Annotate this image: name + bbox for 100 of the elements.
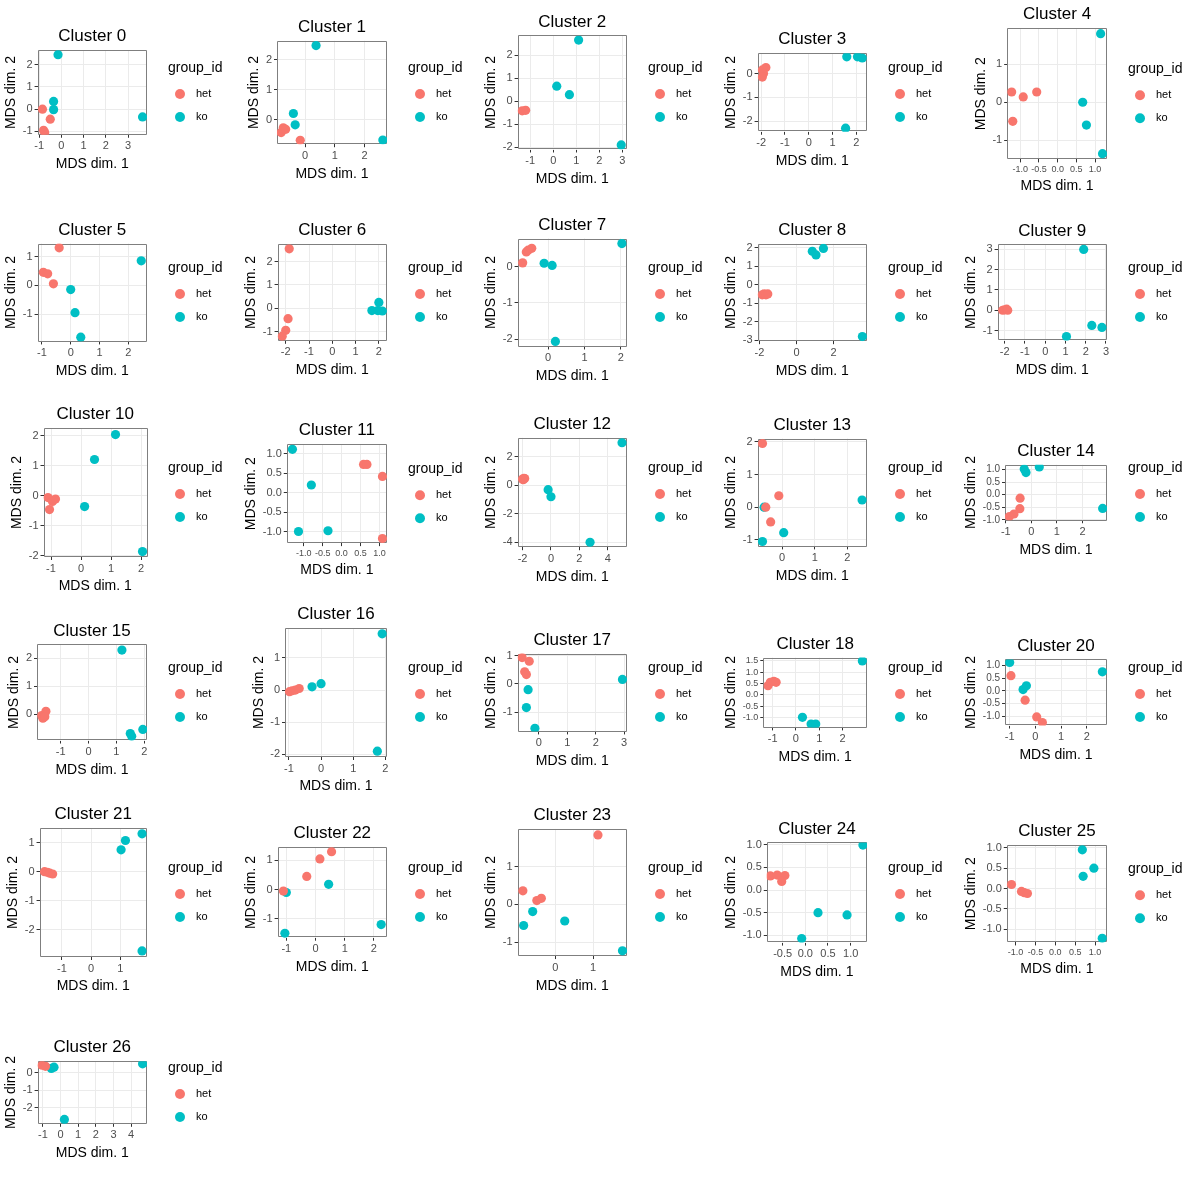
legend-label: het	[196, 1087, 212, 1100]
x-tick-label: 2	[375, 345, 382, 358]
x-tick-label: -1	[1020, 345, 1030, 358]
x-tick-label: 3	[125, 139, 132, 152]
x-tick-label: 2	[137, 561, 145, 574]
x-tick-label: 1.0	[1088, 947, 1102, 958]
y-tick-label: -1	[24, 893, 35, 906]
x-tick-label: 1	[96, 346, 103, 359]
legend-title: group_id	[168, 858, 223, 875]
x-tick-label: 0.5	[354, 548, 367, 559]
x-tick-label: 1	[352, 345, 359, 358]
x-tick-label: 2	[853, 136, 860, 149]
x-tick-label: 2	[92, 1128, 99, 1141]
x-tick-label: 2	[592, 736, 599, 749]
y-axis-title: MDS dim. 2	[722, 255, 739, 330]
x-tick-label: 2	[125, 346, 132, 359]
x-axis-title: MDS dim. 1	[1015, 361, 1090, 378]
y-tick-label: 0.0	[986, 684, 1001, 696]
y-tick-label: 2	[25, 651, 32, 664]
x-tick-label: 0	[793, 345, 800, 358]
y-axis-title: MDS dim. 2	[2, 55, 19, 130]
legend-label: het	[1156, 487, 1172, 500]
legend-label: ko	[676, 110, 688, 123]
y-tick-label: 1.0	[986, 463, 1001, 475]
x-tick-label: 3	[1102, 345, 1110, 358]
chart-title: Cluster 25	[1018, 821, 1096, 841]
x-axis-title: MDS dim. 1	[780, 963, 854, 980]
legend-label: ko	[436, 110, 448, 123]
legend-title: group_id	[408, 258, 463, 275]
y-tick-label: 1	[28, 835, 35, 848]
legend-title: group_id	[648, 658, 703, 675]
x-tick-label: 2	[102, 139, 109, 152]
legend-title: group_id	[888, 258, 943, 275]
x-tick-label: 1	[107, 561, 115, 574]
chart-title: Cluster 21	[54, 804, 133, 824]
y-tick-label: 1.0	[266, 446, 282, 459]
y-tick-label: -1	[982, 323, 993, 336]
y-axis-title: MDS dim. 2	[722, 455, 739, 530]
x-tick-label: 0	[57, 1128, 64, 1141]
y-tick-label: -2	[502, 506, 513, 519]
x-tick-label: 2	[141, 745, 148, 758]
chart-title: Cluster 15	[53, 620, 131, 640]
y-tick-label: 1	[266, 277, 273, 290]
x-tick-label: 2	[844, 551, 851, 564]
y-axis-title: MDS dim. 2	[242, 255, 259, 330]
x-tick-label: -1	[283, 761, 294, 774]
y-tick-label: 0.0	[746, 883, 762, 896]
x-tick-label: 1	[589, 960, 597, 973]
legend-label: ko	[436, 310, 448, 323]
x-tick-label: 1	[573, 154, 580, 167]
y-axis-title: MDS dim. 2	[962, 255, 979, 330]
y-tick-label: 1.0	[746, 837, 762, 850]
x-tick-label: 0.5	[820, 947, 836, 960]
x-axis-title: MDS dim. 1	[55, 1144, 130, 1161]
y-axis-title: MDS dim. 2	[482, 455, 499, 530]
y-tick-label: 1.0	[986, 840, 1002, 853]
x-tick-label: -1.0	[1007, 947, 1024, 958]
legend-label: het	[196, 887, 212, 900]
y-tick-label: 1.0	[986, 659, 1001, 671]
x-axis-title: MDS dim. 1	[58, 577, 133, 594]
chart-title: Cluster 13	[773, 414, 852, 434]
y-axis-title: MDS dim. 2	[2, 255, 19, 330]
x-tick-label: -1.0	[1012, 164, 1029, 175]
chart-title: Cluster 23	[533, 805, 612, 825]
legend-label: het	[1156, 888, 1172, 901]
legend-label: ko	[916, 110, 928, 123]
chart-title: Cluster 8	[778, 220, 847, 240]
legend-label: ko	[916, 710, 928, 723]
legend-title: group_id	[168, 58, 223, 75]
legend-label: het	[916, 887, 932, 900]
legend-title: group_id	[888, 858, 943, 875]
y-axis-title: MDS dim. 2	[2, 1055, 19, 1130]
y-tick-label: 0.0	[986, 488, 1001, 500]
y-axis-title: MDS dim. 2	[245, 55, 262, 130]
x-tick-label: 2	[1079, 524, 1086, 537]
y-tick-label: 1	[32, 458, 39, 471]
chart-title: Cluster 10	[56, 404, 134, 424]
legend-title: group_id	[1128, 458, 1183, 475]
y-tick-label: 1	[265, 82, 272, 95]
y-tick-label: 0	[986, 303, 993, 316]
legend-label: het	[676, 487, 692, 500]
y-tick-label: -1	[502, 705, 513, 718]
y-tick-label: -1.0	[982, 709, 1001, 721]
y-tick-label: 0	[26, 102, 33, 115]
x-tick-label: 0	[77, 561, 85, 574]
y-tick-label: -2	[742, 314, 753, 327]
legend-label: ko	[196, 910, 208, 923]
y-tick-label: 1	[26, 249, 33, 262]
y-tick-label: -1.0	[742, 711, 759, 722]
legend-label: ko	[676, 910, 688, 923]
y-axis-title: MDS dim. 2	[962, 455, 979, 530]
chart-title: Cluster 18	[776, 633, 854, 653]
chart-title: Cluster 2	[538, 11, 607, 31]
x-tick-label: 3	[619, 154, 626, 167]
y-tick-label: -0.5	[262, 505, 282, 518]
y-tick-label: -1.0	[742, 928, 762, 941]
x-tick-label: -1	[780, 136, 790, 149]
x-tick-label: 1	[1062, 345, 1069, 358]
chart-title: Cluster 22	[293, 823, 372, 843]
x-tick-label: 2	[617, 351, 624, 364]
